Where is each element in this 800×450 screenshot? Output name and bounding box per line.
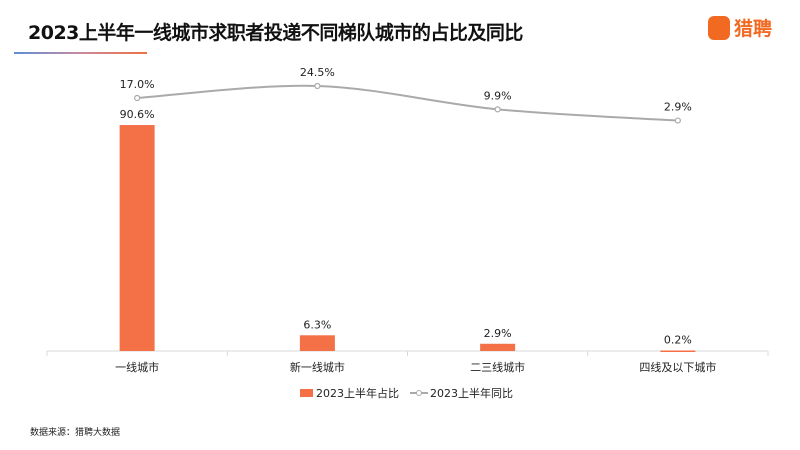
data-source: 数据来源：猎聘大数据 <box>30 428 121 438</box>
bar <box>299 335 335 351</box>
bar <box>119 125 155 351</box>
line-data-label: 24.5% <box>300 66 335 79</box>
line-point <box>674 117 681 124</box>
line-point <box>494 106 501 113</box>
bar-data-label: 2.9% <box>484 327 512 340</box>
line-data-label: 17.0% <box>120 78 155 91</box>
logo-text: 猎聘 <box>734 18 773 40</box>
logo-icon <box>708 15 730 40</box>
x-tick-label: 新一线城市 <box>290 360 345 374</box>
page-title: 2023上半年一线城市求职者投递不同梯队城市的占比及同比 <box>28 22 523 44</box>
legend-line-label: 2023上半年同比 <box>430 386 513 400</box>
line-data-label: 2.9% <box>664 101 692 114</box>
x-tick-label: 二三线城市 <box>470 360 525 374</box>
line-point <box>134 94 141 102</box>
legend-line-marker <box>416 390 422 396</box>
bar-data-label: 90.6% <box>120 108 155 121</box>
legend-bar-label: 2023上半年占比 <box>316 386 399 400</box>
legend-bar-swatch <box>300 389 313 397</box>
logo: 猎聘 <box>708 14 772 41</box>
x-tick-label: 四线及以下城市 <box>639 360 716 374</box>
bar <box>480 343 516 351</box>
bar-data-label: 0.2% <box>664 334 692 347</box>
line-point <box>314 82 321 90</box>
line-series <box>137 84 678 122</box>
title-underline <box>14 52 147 54</box>
x-tick-label: 一线城市 <box>115 360 159 374</box>
bar <box>660 350 696 353</box>
line-data-label: 9.9% <box>484 89 512 102</box>
bar-data-label: 6.3% <box>303 318 331 331</box>
